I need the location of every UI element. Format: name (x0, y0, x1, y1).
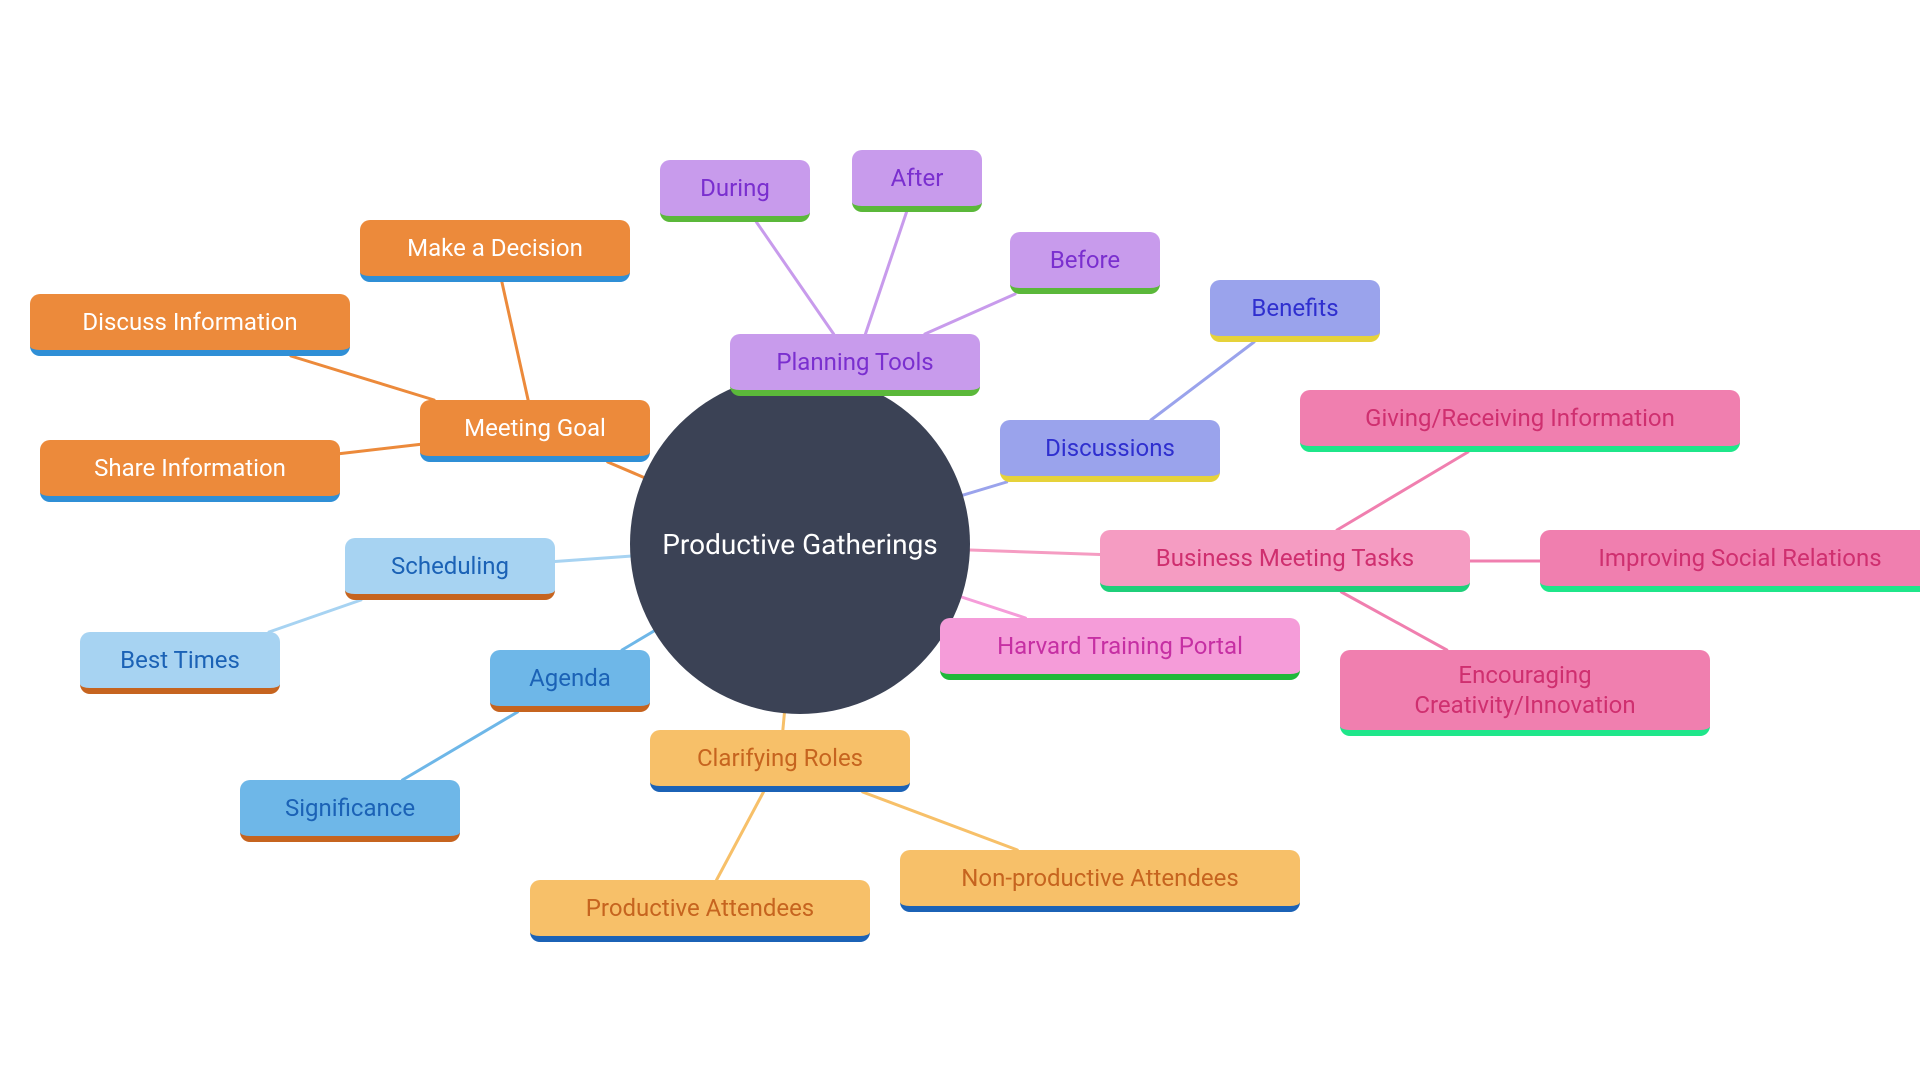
edge-meeting-goal-make-decision (502, 282, 528, 400)
edge-root-harvard (962, 597, 1026, 618)
edge-bmt-creativity (1341, 592, 1446, 650)
node-label: Harvard Training Portal (997, 631, 1243, 661)
node-meeting-goal: Meeting Goal (420, 400, 650, 462)
node-label: Productive Attendees (586, 893, 814, 923)
node-before: Before (1010, 232, 1160, 294)
center-node: Productive Gatherings (630, 374, 970, 714)
node-label: Meeting Goal (464, 413, 606, 443)
node-harvard: Harvard Training Portal (940, 618, 1300, 680)
edge-bmt-giving-info (1337, 452, 1468, 530)
node-label: Scheduling (391, 551, 509, 581)
edge-root-scheduling (555, 556, 630, 561)
edge-root-bmt (970, 550, 1100, 555)
edge-agenda-significance (402, 712, 517, 780)
node-make-decision: Make a Decision (360, 220, 630, 282)
node-creativity: Encouraging Creativity/Innovation (1340, 650, 1710, 736)
node-label: After (891, 163, 944, 193)
edge-root-agenda (622, 631, 654, 650)
node-label: Encouraging Creativity/Innovation (1414, 660, 1635, 720)
node-scheduling: Scheduling (345, 538, 555, 600)
node-best-times: Best Times (80, 632, 280, 694)
node-planning-tools: Planning Tools (730, 334, 980, 396)
edge-meeting-goal-share-info (340, 444, 420, 453)
node-label: Clarifying Roles (697, 743, 863, 773)
edge-clarifying-roles-nonproductive-attendees (863, 792, 1018, 850)
node-label: Discussions (1045, 433, 1175, 463)
edge-root-meeting-goal (608, 462, 644, 477)
edge-planning-tools-before (925, 294, 1015, 334)
mindmap-canvas: Productive Gatherings Meeting Goal Make a … (0, 0, 1920, 1080)
node-label: Non-productive Attendees (961, 863, 1238, 893)
node-discuss-info: Discuss Information (30, 294, 350, 356)
node-label: Before (1050, 245, 1120, 275)
node-label: Share Information (94, 453, 286, 483)
edge-discussions-benefits (1151, 342, 1254, 420)
node-giving-info: Giving/Receiving Information (1300, 390, 1740, 452)
node-productive-attendees: Productive Attendees (530, 880, 870, 942)
node-label: Make a Decision (407, 233, 583, 263)
edge-planning-tools-during (756, 222, 833, 334)
node-after: After (852, 150, 982, 212)
node-label: Agenda (529, 663, 611, 693)
edge-meeting-goal-discuss-info (291, 356, 434, 400)
node-benefits: Benefits (1210, 280, 1380, 342)
node-label: Significance (285, 793, 415, 823)
node-label: Benefits (1251, 293, 1338, 323)
node-nonproductive-attendees: Non-productive Attendees (900, 850, 1300, 912)
node-label: Improving Social Relations (1598, 543, 1881, 573)
node-label: Business Meeting Tasks (1156, 543, 1414, 573)
node-label: Discuss Information (82, 307, 297, 337)
node-improving-social: Improving Social Relations (1540, 530, 1920, 592)
node-significance: Significance (240, 780, 460, 842)
edge-clarifying-roles-productive-attendees (717, 792, 764, 880)
node-label: During (700, 173, 770, 203)
node-discussions: Discussions (1000, 420, 1220, 482)
node-label: Best Times (120, 645, 240, 675)
node-bmt: Business Meeting Tasks (1100, 530, 1470, 592)
edge-planning-tools-after (865, 212, 906, 334)
node-label: Planning Tools (776, 347, 933, 377)
center-label: Productive Gatherings (662, 527, 938, 562)
edge-root-discussions (963, 482, 1007, 495)
node-label: Giving/Receiving Information (1365, 403, 1675, 433)
node-share-info: Share Information (40, 440, 340, 502)
node-clarifying-roles: Clarifying Roles (650, 730, 910, 792)
node-during: During (660, 160, 810, 222)
edge-scheduling-best-times (269, 600, 361, 632)
node-agenda: Agenda (490, 650, 650, 712)
edge-root-clarifying-roles (783, 713, 785, 730)
